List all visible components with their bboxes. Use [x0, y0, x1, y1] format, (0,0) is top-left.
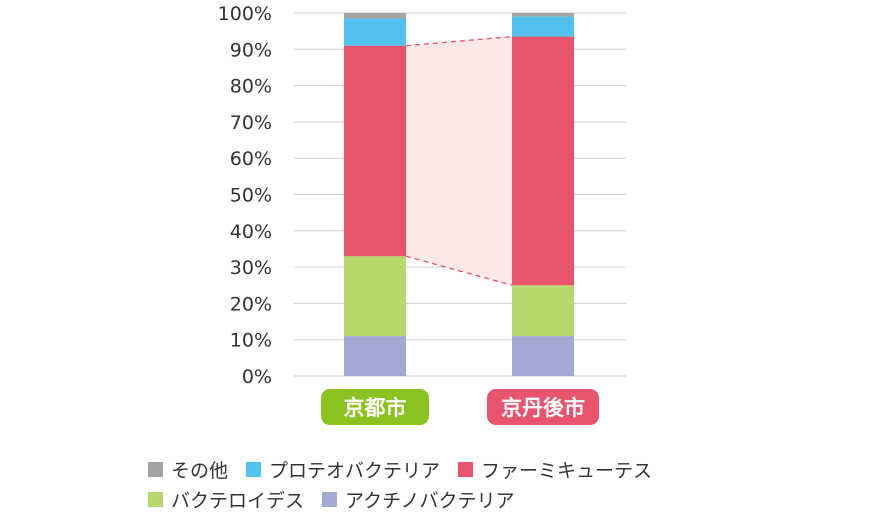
y-tick-label: 30% — [230, 257, 272, 279]
y-tick-label: 0% — [242, 366, 272, 388]
y-tick-label: 50% — [230, 185, 272, 207]
legend-swatch — [458, 461, 474, 477]
y-tick-label: 80% — [230, 76, 272, 98]
y-axis-ticks: 0% 10% 20% 30% 40% 50% 60% 70% 80% 90% 100% — [218, 3, 272, 388]
bar-segment — [344, 18, 406, 46]
connector-line-bottom — [405, 255, 513, 286]
legend-label: ファーミキューテス — [481, 459, 653, 482]
y-tick-label: 10% — [230, 330, 272, 352]
category-label: 京都市 — [344, 396, 407, 420]
legend-swatch — [148, 461, 163, 477]
bar-segment — [344, 45, 406, 257]
bars — [344, 13, 574, 376]
category-badge — [487, 389, 599, 425]
y-tick-label: 40% — [230, 221, 272, 243]
y-tick-label: 60% — [230, 148, 272, 170]
bar-segment — [512, 16, 574, 37]
legend-item: その他 — [148, 456, 228, 483]
bar-segment — [344, 256, 406, 337]
y-tick-label: 20% — [230, 293, 272, 315]
y-tick-label: 90% — [230, 39, 272, 61]
legend-item: プロテオバクテリア — [246, 456, 440, 483]
category-badge — [321, 389, 429, 425]
highlight-band-area — [406, 36, 512, 286]
category-labels: 京都市 京丹後市 — [321, 389, 599, 425]
bar-segment — [344, 336, 406, 376]
legend-row: バクテロイデス アクチノバクテリア — [148, 484, 788, 514]
legend-swatch — [246, 461, 262, 477]
connector-lines — [405, 35, 513, 286]
highlight-band — [406, 36, 512, 286]
legend-label: バクテロイデス — [171, 489, 305, 512]
y-tick-label: 100% — [218, 3, 272, 25]
bar-segment — [344, 13, 406, 19]
legend-item: バクテロイデス — [148, 486, 304, 513]
legend-label: プロテオバクテリア — [269, 459, 441, 482]
y-tick-label: 70% — [230, 112, 272, 134]
legend-swatch — [322, 491, 338, 507]
bar-segment — [512, 285, 574, 337]
legend-swatch — [148, 491, 163, 507]
bar-segment — [512, 336, 574, 376]
legend: その他 プロテオバクテリア ファーミキューテスバクテロイデス アクチノバクテリア — [148, 454, 788, 514]
legend-row: その他 プロテオバクテリア ファーミキューテス — [148, 454, 788, 484]
bar-segment — [512, 13, 574, 17]
bar-segment — [512, 36, 574, 286]
legend-label: その他 — [171, 459, 229, 482]
legend-item: アクチノバクテリア — [322, 486, 515, 513]
category-label: 京丹後市 — [501, 396, 585, 420]
legend-item: ファーミキューテス — [458, 456, 652, 483]
legend-label: アクチノバクテリア — [345, 489, 515, 512]
